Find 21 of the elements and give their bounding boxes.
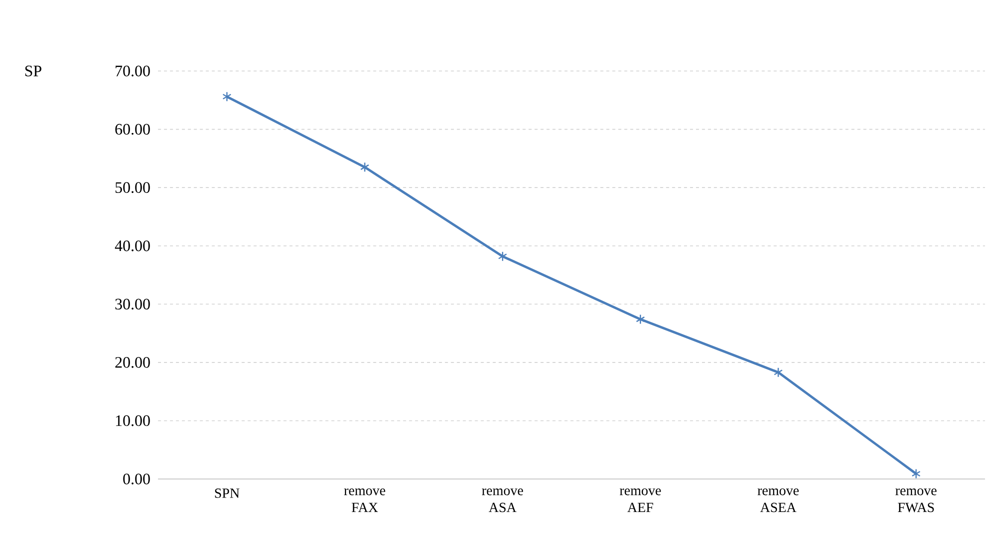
point	[498, 251, 508, 262]
y-tick-label: 30.00	[115, 298, 150, 310]
x-tick-label: remove FWAS	[895, 488, 937, 512]
point	[636, 314, 645, 324]
point	[360, 162, 370, 172]
y-tick-label: 20.00	[115, 357, 150, 368]
y-tick-label: 70.00	[116, 66, 150, 76]
point	[912, 468, 921, 479]
y-tick-label: 0.00	[123, 474, 150, 484]
x-tick-label: remove ASA	[482, 488, 524, 512]
y-tick-label: 10.00	[116, 415, 150, 426]
point	[774, 367, 783, 378]
x-tick-label: remove FAX	[344, 488, 386, 512]
point	[222, 92, 232, 102]
x-tick-label: SPN	[215, 488, 240, 498]
x-tick-label: remove ASEA	[758, 488, 799, 512]
y-tick-label: 60.00	[115, 124, 150, 135]
y-tick-label: 40.00	[114, 240, 150, 252]
y-axis-title: SP	[25, 66, 42, 76]
x-tick-label: remove AEF	[620, 488, 661, 512]
y-tick-label: 50.00	[116, 182, 150, 193]
